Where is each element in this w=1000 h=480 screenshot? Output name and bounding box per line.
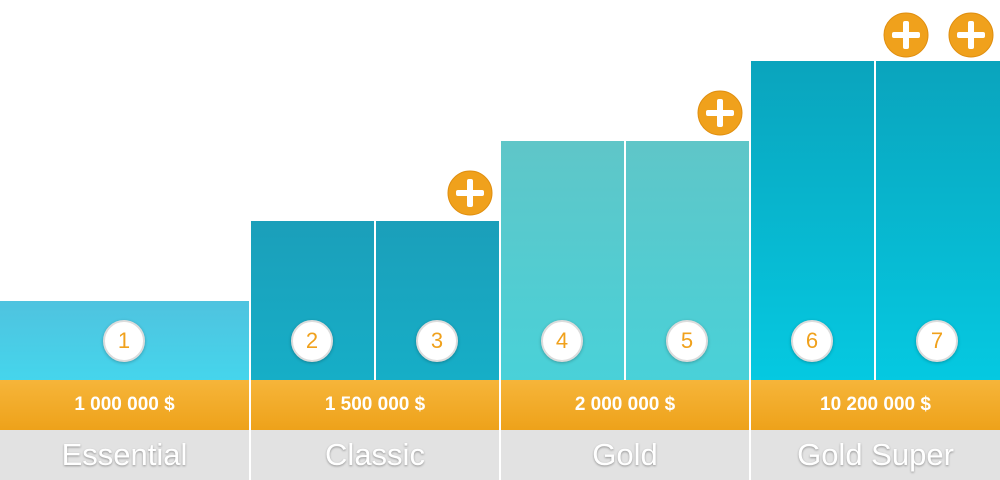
step-bar-5: 5 — [626, 141, 749, 380]
step-number-7: 7 — [916, 320, 958, 362]
price-row: 1 000 000 $ 1 500 000 $ 2 000 000 $ 10 2… — [0, 380, 1000, 430]
tier-price-gold: 2 000 000 $ — [501, 380, 749, 430]
tier-name-essential: Essential — [0, 430, 249, 480]
tier-name-gold-super: Gold Super — [751, 430, 1000, 480]
step-number-6: 6 — [791, 320, 833, 362]
step-bar-7: 7 — [876, 61, 1000, 380]
tier-price-gold-super: 10 200 000 $ — [751, 380, 1000, 430]
tier-price-essential: 1 000 000 $ — [0, 380, 249, 430]
plus-circle-icon — [948, 12, 994, 58]
step-bar-1: 1 — [0, 301, 249, 380]
plus-circle-icon — [883, 12, 929, 58]
tier-name-classic: Classic — [251, 430, 499, 480]
step-bar-3: 3 — [376, 221, 499, 380]
step-number-1: 1 — [103, 320, 145, 362]
step-bar-6: 6 — [751, 61, 874, 380]
step-number-3: 3 — [416, 320, 458, 362]
step-number-4: 4 — [541, 320, 583, 362]
tier-price-classic: 1 500 000 $ — [251, 380, 499, 430]
tier-name-gold: Gold — [501, 430, 749, 480]
step-number-5: 5 — [666, 320, 708, 362]
step-bar-4: 4 — [501, 141, 624, 380]
tier-name-row: Essential Classic Gold Gold Super — [0, 430, 1000, 480]
plus-circle-icon — [447, 170, 493, 216]
step-number-2: 2 — [291, 320, 333, 362]
step-bar-2: 2 — [251, 221, 374, 380]
plus-circle-icon — [697, 90, 743, 136]
